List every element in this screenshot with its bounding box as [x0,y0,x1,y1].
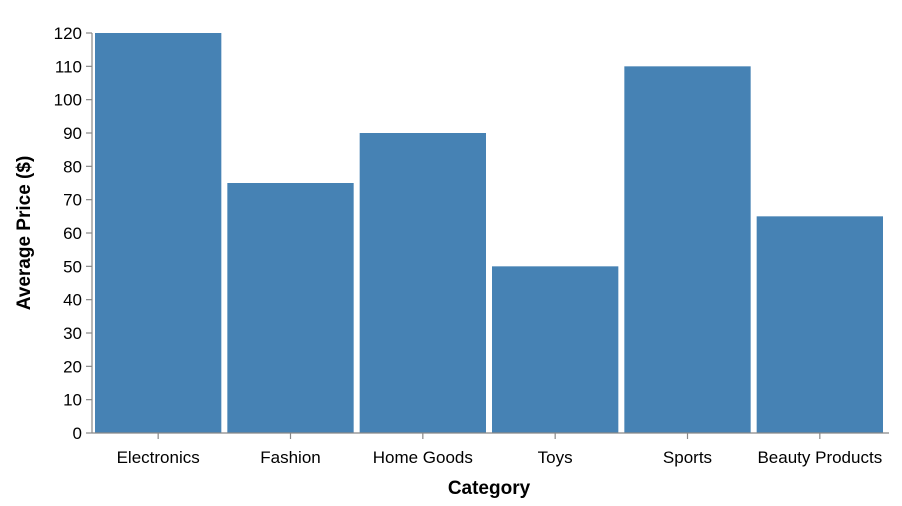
x-tick-label: Beauty Products [757,448,882,467]
bar-electronics [95,33,222,433]
y-tick-label: 80 [63,157,82,176]
y-axis: 0 10 20 30 40 50 60 70 80 90 100 110 120 [54,24,93,443]
y-tick-label: 30 [63,324,82,343]
y-tick-label: 40 [63,291,82,310]
y-tick-label: 10 [63,391,82,410]
x-axis: Electronics Fashion Home Goods Toys Sports Be… [92,432,889,467]
y-tick-label: 20 [63,357,82,376]
bars-group [95,33,883,433]
y-tick-label: 110 [55,57,82,76]
x-tick-label: Fashion [260,448,320,467]
x-tick-label: Home Goods [373,448,473,467]
y-tick-label: 70 [63,191,82,210]
bar-sports [624,66,751,433]
y-axis-title: Average Price ($) [14,156,35,311]
bar-fashion [227,183,354,433]
y-tick-label: 90 [63,124,82,143]
bar-home-goods [359,133,486,433]
y-tick-label: 120 [54,24,82,43]
y-tick-label: 100 [54,91,82,110]
bar-toys [492,266,619,433]
y-tick-label: 50 [63,257,82,276]
x-tick-label: Electronics [117,448,200,467]
x-axis-title: Category [448,478,531,499]
y-tick-label: 0 [73,424,82,443]
x-tick-label: Toys [538,448,573,467]
bar-beauty-products [756,216,883,433]
x-tick-label: Sports [663,448,712,467]
y-tick-label: 60 [63,224,82,243]
